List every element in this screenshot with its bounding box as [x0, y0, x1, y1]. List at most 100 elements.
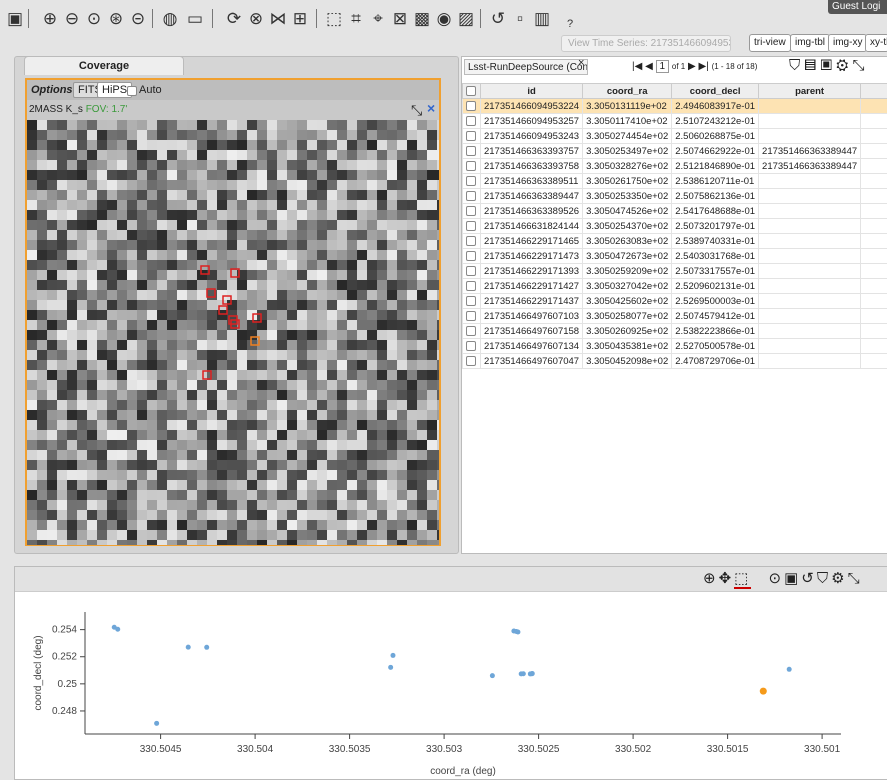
- row-select-cell[interactable]: [463, 99, 481, 114]
- tab-close-icon[interactable]: ×: [578, 57, 584, 69]
- cell-parent[interactable]: [759, 189, 861, 204]
- cell-coord-ra[interactable]: 3.3050425602e+02: [583, 294, 672, 309]
- row-select-cell[interactable]: [463, 114, 481, 129]
- cell-parent[interactable]: [759, 99, 861, 114]
- cell-coord-decl[interactable]: 2.5386120711e-01: [672, 174, 759, 189]
- zoom-out-icon[interactable]: ⊖: [62, 8, 82, 28]
- cell-parent[interactable]: [759, 309, 861, 324]
- scatter-chart[interactable]: coord_ra (deg) coord_decl (deg) 330.5045…: [15, 592, 887, 778]
- rotate-icon[interactable]: ⊗: [246, 8, 266, 28]
- row-select-cell[interactable]: [463, 159, 481, 174]
- data-point[interactable]: [787, 667, 792, 672]
- expand-icon[interactable]: ⤡: [852, 57, 868, 74]
- cell-coord-ra[interactable]: 3.3050259209e+02: [583, 264, 672, 279]
- row-checkbox[interactable]: [466, 296, 476, 306]
- cell-coord-ra[interactable]: 3.3050117410e+02: [583, 114, 672, 129]
- cell-id[interactable]: 217351466363389511: [480, 174, 582, 189]
- cell-parent[interactable]: [759, 279, 861, 294]
- cell-coord-ra[interactable]: 3.3050452098e+02: [583, 354, 672, 369]
- settings-icon[interactable]: ⚙: [836, 57, 852, 74]
- cell-id[interactable]: 217351466497607047: [480, 354, 582, 369]
- row-select-cell[interactable]: [463, 249, 481, 264]
- view-time-series-button[interactable]: View Time Series: 2173514660949533...: [561, 35, 731, 52]
- cell-id[interactable]: 217351466363389526: [480, 204, 582, 219]
- data-point[interactable]: [115, 627, 120, 632]
- cell-coord-ra[interactable]: 3.3050254370e+02: [583, 219, 672, 234]
- data-point[interactable]: [186, 645, 191, 650]
- row-checkbox[interactable]: [466, 326, 476, 336]
- cell-coord-decl[interactable]: 2.5417648688e-01: [672, 204, 759, 219]
- save-icon[interactable]: ▣: [820, 57, 836, 74]
- row-checkbox[interactable]: [466, 341, 476, 351]
- data-point[interactable]: [528, 671, 533, 676]
- tab-lsst-rundeepsource[interactable]: Lsst-RunDeepSource (Cone:0....: [464, 59, 588, 75]
- cell-coord-ra[interactable]: 3.3050327042e+02: [583, 279, 672, 294]
- first-page-icon[interactable]: |◀ ◀: [632, 61, 653, 72]
- cell-coord-decl[interactable]: 2.5270500578e-01: [672, 339, 759, 354]
- xy-tbl-button[interactable]: xy-tb: [865, 34, 887, 52]
- row-checkbox[interactable]: [466, 146, 476, 156]
- data-point[interactable]: [204, 645, 209, 650]
- cell-coord-decl[interactable]: 2.5073201797e-01: [672, 219, 759, 234]
- data-point[interactable]: [515, 630, 520, 635]
- zoom-fit-icon[interactable]: ⊛: [106, 8, 126, 28]
- cell-coord-decl[interactable]: 2.5060268875e-01: [672, 129, 759, 144]
- cell-coord-decl[interactable]: 2.5073317557e-01: [672, 264, 759, 279]
- cell-id[interactable]: 217351466363393758: [480, 159, 582, 174]
- cell-coord-decl[interactable]: 2.5403031768e-01: [672, 249, 759, 264]
- row-checkbox[interactable]: [466, 161, 476, 171]
- cell-coord-decl[interactable]: 2.5074662922e-01: [672, 144, 759, 159]
- more-icon[interactable]: ▨: [456, 8, 476, 28]
- outline-icon[interactable]: ⌖: [368, 8, 388, 28]
- grid-icon[interactable]: ▩: [412, 8, 432, 28]
- cell-parent[interactable]: [759, 114, 861, 129]
- zoom-fill-icon[interactable]: ⊝: [128, 8, 148, 28]
- tri-view-button[interactable]: tri-view: [749, 34, 791, 52]
- row-checkbox[interactable]: [466, 116, 476, 126]
- data-point[interactable]: [388, 665, 393, 670]
- row-checkbox[interactable]: [466, 356, 476, 366]
- row-select-cell[interactable]: [463, 309, 481, 324]
- mask-icon[interactable]: ◉: [434, 8, 454, 28]
- cell-coord-decl[interactable]: 2.5074579412e-01: [672, 309, 759, 324]
- stretch-icon[interactable]: ▭: [185, 8, 205, 28]
- row-select-cell[interactable]: [463, 219, 481, 234]
- data-point[interactable]: [521, 671, 526, 676]
- cell-parent[interactable]: [759, 339, 861, 354]
- restore-icon[interactable]: ↺: [801, 570, 817, 587]
- cell-coord-ra[interactable]: 3.3050472673e+02: [583, 249, 672, 264]
- cell-id[interactable]: 217351466497607134: [480, 339, 582, 354]
- cell-id[interactable]: 217351466094953243: [480, 129, 582, 144]
- flip-icon[interactable]: ⋈: [268, 8, 288, 28]
- select-all-checkbox[interactable]: [466, 86, 476, 96]
- cell-parent[interactable]: [759, 294, 861, 309]
- cell-coord-ra[interactable]: 3.3050258077e+02: [583, 309, 672, 324]
- zoom-reset-icon[interactable]: ⊙: [769, 570, 785, 587]
- row-checkbox[interactable]: [466, 176, 476, 186]
- row-select-cell[interactable]: [463, 339, 481, 354]
- cell-parent[interactable]: [759, 174, 861, 189]
- cell-id[interactable]: 217351466094953257: [480, 114, 582, 129]
- hips-image[interactable]: [27, 120, 439, 545]
- column-header-id[interactable]: id: [480, 84, 582, 99]
- cell-coord-decl[interactable]: 2.5382223866e-01: [672, 324, 759, 339]
- info-icon[interactable]: ▫: [510, 8, 530, 28]
- cell-coord-ra[interactable]: 3.3050474526e+02: [583, 204, 672, 219]
- cell-coord-ra[interactable]: 3.3050435381e+02: [583, 339, 672, 354]
- cell-parent[interactable]: 217351466363389447: [759, 144, 861, 159]
- cell-id[interactable]: 217351466229171393: [480, 264, 582, 279]
- distance-icon[interactable]: ⌗: [346, 8, 366, 28]
- row-select-cell[interactable]: [463, 234, 481, 249]
- data-point[interactable]: [490, 673, 495, 678]
- cell-coord-ra[interactable]: 3.3050253497e+02: [583, 144, 672, 159]
- row-checkbox[interactable]: [466, 101, 476, 111]
